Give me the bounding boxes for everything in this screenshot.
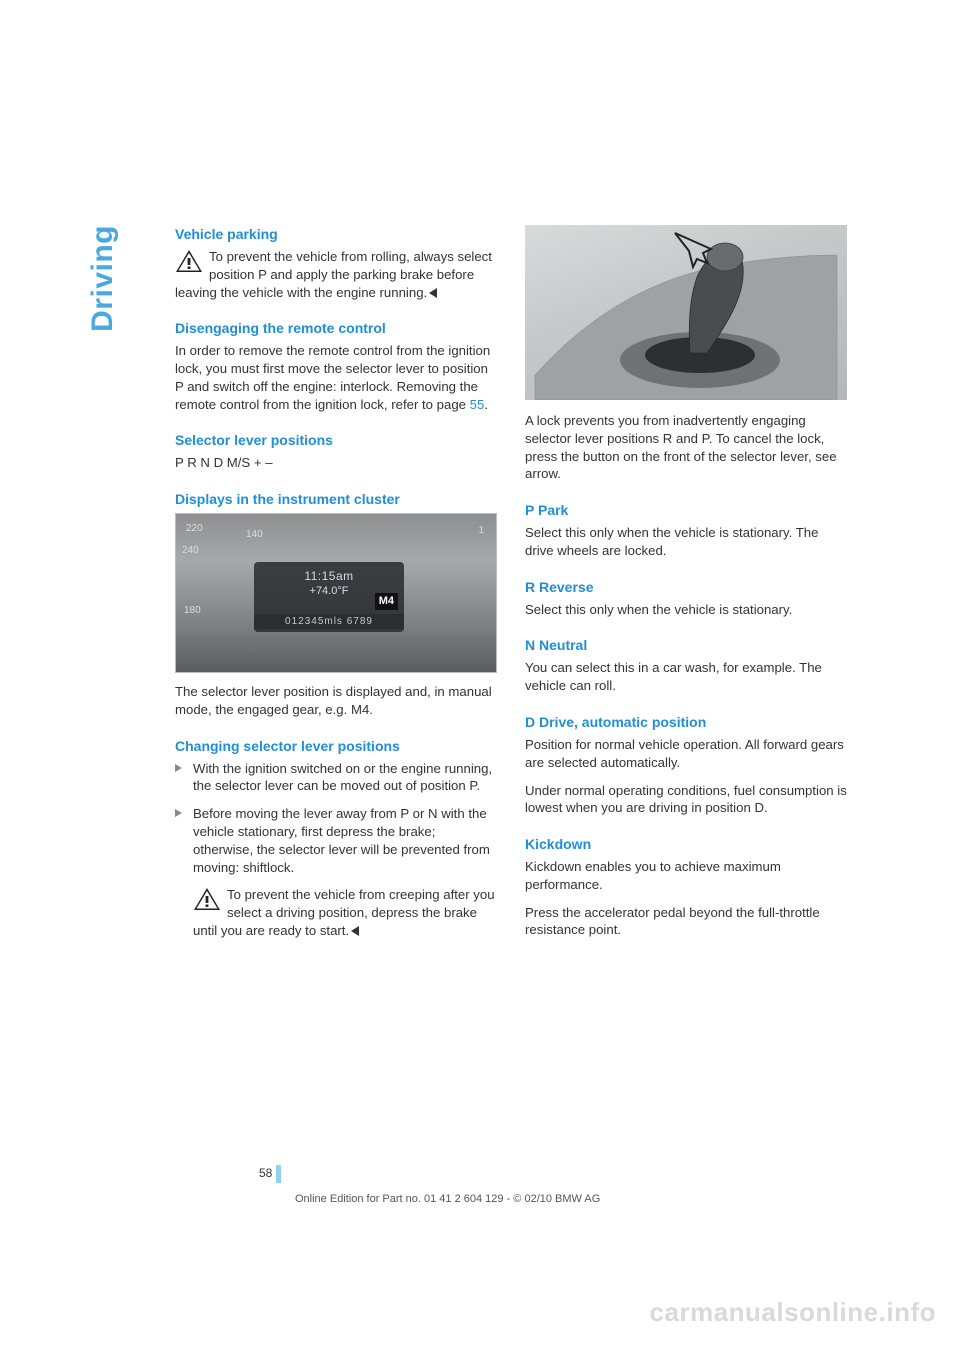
body-p-park: Select this only when the vehicle is sta… [525,524,847,560]
heading-kickdown: Kickdown [525,835,847,854]
warning-creeping-text: To prevent the vehicle from creeping aft… [193,887,495,938]
heading-d-drive: D Drive, automatic position [525,713,847,732]
body-d-drive-2: Under normal operating conditions, fuel … [525,782,847,818]
heading-displays-cluster: Displays in the instrument cluster [175,490,497,509]
page-number-bar [276,1165,281,1183]
body-d-drive-1: Position for normal vehicle operation. A… [525,736,847,772]
cluster-time: 11:15am [254,568,404,584]
page-content: Vehicle parking To prevent the vehicle f… [120,225,840,943]
body-disengaging-pre: In order to remove the remote control fr… [175,343,490,411]
body-disengaging: In order to remove the remote control fr… [175,342,497,413]
cluster-tick: 240 [182,544,199,558]
section-side-tab: Driving [86,225,120,332]
heading-disengaging: Disengaging the remote control [175,319,497,338]
heading-vehicle-parking: Vehicle parking [175,225,497,244]
heading-p-park: P Park [525,501,847,520]
cluster-odometer: 012345mls 6789 [254,614,404,630]
end-marker-icon [351,926,359,936]
right-column: A lock prevents you from inadvertently e… [525,225,847,943]
caption-displays-cluster: The selector lever position is displayed… [175,683,497,719]
list-item: Before moving the lever away from P or N… [175,805,497,876]
warning-icon [175,249,203,273]
cluster-gear-indicator: M4 [375,593,398,610]
body-disengaging-post: . [484,397,488,412]
body-r-reverse: Select this only when the vehicle is sta… [525,601,847,619]
list-changing-positions: With the ignition switched on or the eng… [175,760,497,877]
page-number: 58 [259,1165,276,1180]
figure-shifter-lever [525,225,847,400]
warning-vehicle-parking-text: To prevent the vehicle from rolling, alw… [175,249,492,300]
heading-selector-positions: Selector lever positions [175,431,497,450]
cluster-tick: 180 [184,604,201,618]
end-marker-icon [429,288,437,298]
warning-icon [193,887,221,911]
list-item: With the ignition switched on or the eng… [175,760,497,796]
heading-changing-positions: Changing selector lever positions [175,737,497,756]
cluster-tick: 220 [186,522,203,536]
body-n-neutral: You can select this in a car wash, for e… [525,659,847,695]
heading-r-reverse: R Reverse [525,578,847,597]
warning-vehicle-parking: To prevent the vehicle from rolling, alw… [175,248,497,301]
caption-shifter: A lock prevents you from inadvertently e… [525,412,847,483]
figure-instrument-cluster: 220 240 180 140 1 11:15am +74.0°F M4 012… [175,513,497,673]
body-kickdown-1: Kickdown enables you to achieve maximum … [525,858,847,894]
watermark: carmanualsonline.info [650,1297,936,1328]
heading-n-neutral: N Neutral [525,636,847,655]
body-kickdown-2: Press the accelerator pedal beyond the f… [525,904,847,940]
cluster-panel: 11:15am +74.0°F M4 012345mls 6789 [254,562,404,632]
body-selector-positions: P R N D M/S + – [175,454,497,472]
cluster-tick: 1 [478,524,484,538]
page-reference-link[interactable]: 55 [470,397,485,412]
edition-line: Online Edition for Part no. 01 41 2 604 … [295,1193,600,1205]
warning-creeping: To prevent the vehicle from creeping aft… [175,886,497,939]
cluster-tick: 140 [246,528,263,542]
left-column: Vehicle parking To prevent the vehicle f… [175,225,497,943]
